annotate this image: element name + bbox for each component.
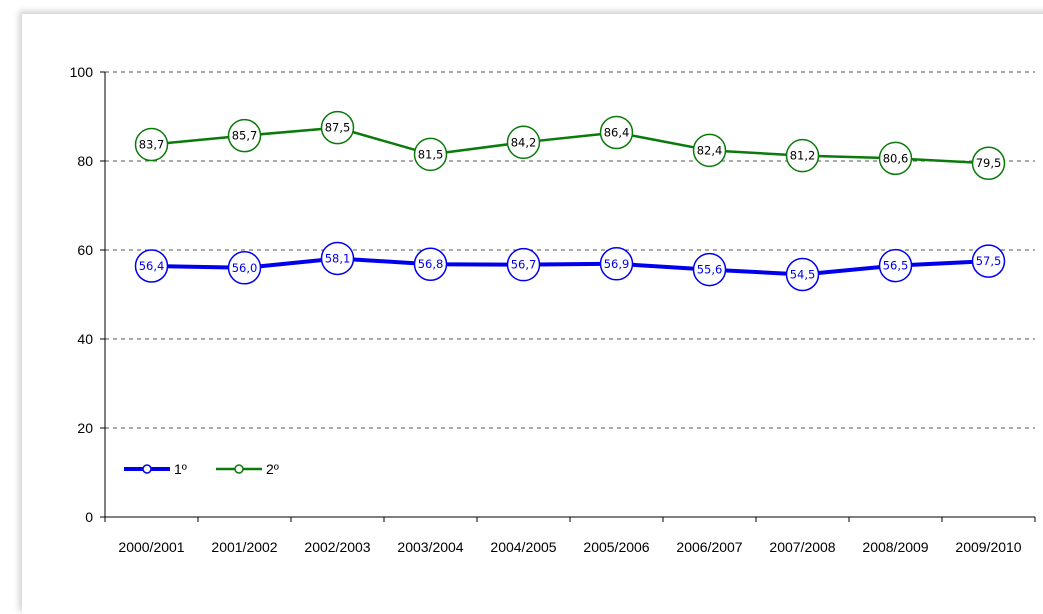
data-label: 56,4	[139, 259, 165, 273]
data-point	[692, 133, 727, 168]
series-line-1	[151, 256, 989, 277]
legend-swatch-marker	[142, 464, 152, 474]
data-label: 58,1	[325, 251, 351, 265]
data-point	[785, 257, 820, 292]
data-label: 85,7	[232, 129, 258, 143]
data-point	[320, 241, 355, 276]
data-label: 81,5	[418, 147, 444, 161]
legend-swatch-marker	[234, 464, 244, 474]
y-tick-label: 80	[77, 153, 93, 169]
x-tick-label: 2009/2010	[955, 539, 1021, 555]
data-point	[599, 247, 634, 281]
data-point	[413, 247, 448, 281]
x-tick-label: 2003/2004	[397, 539, 463, 555]
data-label: 87,5	[325, 121, 351, 135]
data-label: 79,5	[976, 156, 1002, 170]
data-label: 81,2	[790, 149, 816, 163]
x-tick-label: 2008/2009	[862, 539, 928, 555]
data-label: 57,5	[976, 254, 1002, 268]
y-tick-label: 0	[85, 509, 93, 525]
legend-label: 1º	[174, 461, 187, 477]
data-point	[878, 248, 913, 283]
x-tick-label: 2000/2001	[118, 539, 184, 555]
data-point	[971, 244, 1006, 278]
data-label: 56,5	[883, 259, 909, 273]
x-tick-label: 2005/2006	[583, 539, 649, 555]
y-tick-label: 40	[77, 331, 93, 347]
data-label: 56,0	[232, 261, 258, 275]
data-label: 56,7	[511, 258, 537, 272]
x-tick-label: 2006/2007	[676, 539, 742, 555]
x-tick-label: 2001/2002	[211, 539, 277, 555]
data-label: 84,2	[511, 135, 537, 149]
data-point	[134, 127, 169, 162]
y-tick-label: 60	[77, 242, 93, 258]
data-label: 54,5	[790, 267, 816, 281]
data-point	[506, 247, 541, 282]
data-label: 80,6	[883, 151, 909, 165]
data-point	[692, 252, 727, 287]
data-label: 82,4	[697, 143, 723, 157]
data-point	[320, 110, 355, 145]
line-chart: 0 20 40 60 80 100 2000/2001 2001/2002 2002/2003 2…	[70, 64, 1036, 555]
data-point	[785, 138, 820, 173]
series-line-2	[151, 126, 989, 165]
data-label: 83,7	[139, 138, 165, 152]
x-tick-label: 2007/2008	[769, 539, 835, 555]
data-point	[971, 146, 1006, 180]
legend-label: 2º	[266, 461, 279, 477]
data-label: 56,9	[604, 257, 630, 271]
chart-frame	[22, 14, 1043, 614]
data-point	[227, 251, 262, 285]
data-label: 86,4	[604, 126, 630, 140]
x-tick-label: 2002/2003	[304, 539, 370, 555]
y-tick-label: 20	[77, 420, 93, 436]
y-tick-label: 100	[70, 64, 94, 80]
data-point	[506, 125, 541, 160]
data-point	[878, 141, 913, 176]
data-point	[413, 137, 448, 172]
data-point	[599, 115, 634, 150]
data-label: 55,6	[697, 263, 723, 277]
data-point	[227, 118, 262, 153]
data-point	[134, 249, 169, 283]
x-tick-label: 2004/2005	[490, 539, 556, 555]
data-label: 56,8	[418, 257, 444, 271]
